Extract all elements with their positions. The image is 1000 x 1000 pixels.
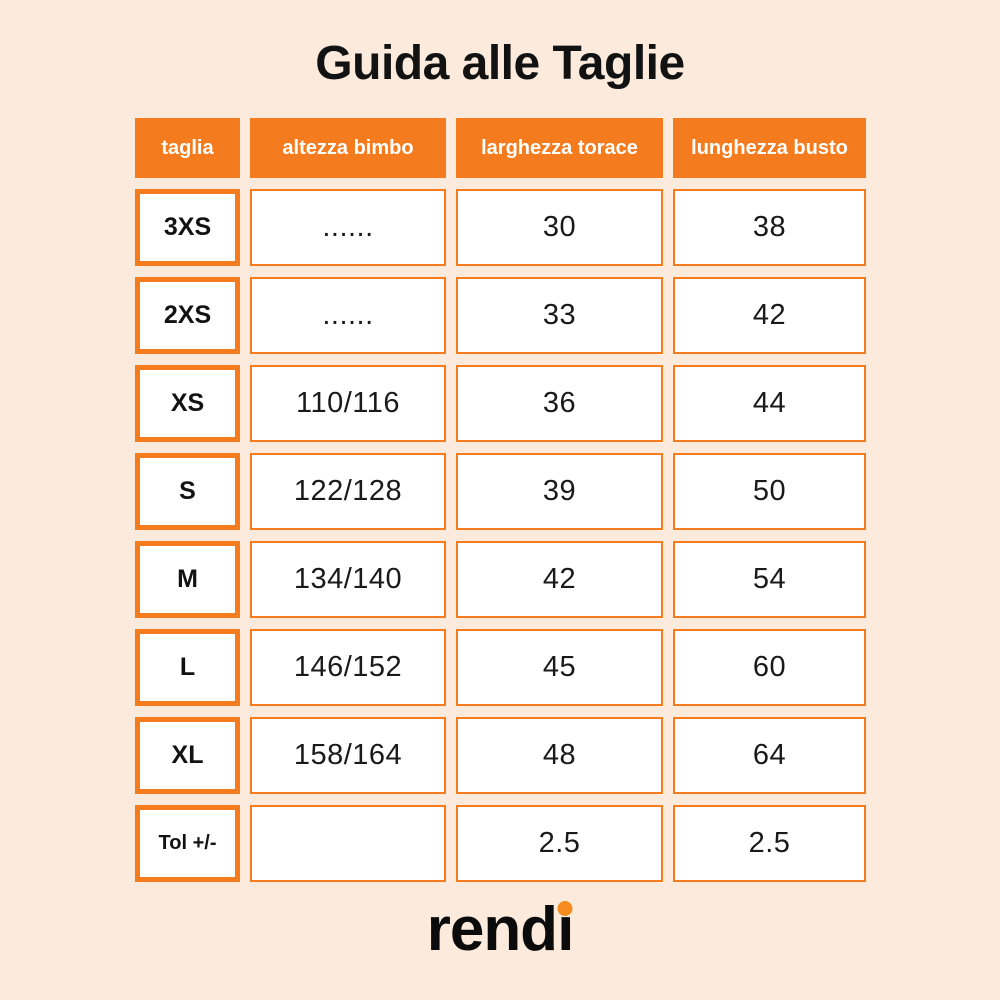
brand-logo: rendı: [0, 894, 1000, 965]
cell-altezza-bimbo: 134/140: [250, 541, 446, 618]
cell-altezza-bimbo: 158/164: [250, 717, 446, 794]
cell-larghezza-torace: 33: [456, 277, 663, 354]
cell-lunghezza-busto: 64: [673, 717, 866, 794]
cell-larghezza-torace: 30: [456, 189, 663, 266]
cell-lunghezza-busto: 60: [673, 629, 866, 706]
column-header-lunghezza-busto: lunghezza busto: [673, 118, 866, 178]
column-header-taglia: taglia: [135, 118, 240, 178]
cell-altezza-bimbo: 122/128: [250, 453, 446, 530]
cell-lunghezza-busto: 42: [673, 277, 866, 354]
cell-larghezza-torace: 2.5: [456, 805, 663, 882]
size-guide-table: taglia altezza bimbo larghezza torace lu…: [135, 118, 866, 882]
row-label-xs: XS: [135, 365, 240, 442]
cell-larghezza-torace: 39: [456, 453, 663, 530]
cell-lunghezza-busto: 2.5: [673, 805, 866, 882]
cell-larghezza-torace: 48: [456, 717, 663, 794]
cell-larghezza-torace: 36: [456, 365, 663, 442]
row-label-tolerance: Tol +/-: [135, 805, 240, 882]
column-header-larghezza-torace: larghezza torace: [456, 118, 663, 178]
brand-logo-letter-i: ı: [557, 895, 574, 964]
cell-altezza-bimbo: ......: [250, 277, 446, 354]
row-label-s: S: [135, 453, 240, 530]
cell-altezza-bimbo: 146/152: [250, 629, 446, 706]
row-label-m: M: [135, 541, 240, 618]
logo-i-dot-icon: [557, 901, 573, 916]
cell-altezza-bimbo: [250, 805, 446, 882]
cell-lunghezza-busto: 54: [673, 541, 866, 618]
cell-lunghezza-busto: 50: [673, 453, 866, 530]
cell-lunghezza-busto: 44: [673, 365, 866, 442]
cell-larghezza-torace: 42: [456, 541, 663, 618]
row-label-3xs: 3XS: [135, 189, 240, 266]
column-header-altezza-bimbo: altezza bimbo: [250, 118, 446, 178]
row-label-l: L: [135, 629, 240, 706]
page-title: Guida alle Taglie: [315, 37, 685, 90]
cell-altezza-bimbo: 110/116: [250, 365, 446, 442]
cell-altezza-bimbo: ......: [250, 189, 446, 266]
row-label-2xs: 2XS: [135, 277, 240, 354]
brand-logo-text: rend: [426, 895, 558, 964]
cell-larghezza-torace: 45: [456, 629, 663, 706]
cell-lunghezza-busto: 38: [673, 189, 866, 266]
row-label-xl: XL: [135, 717, 240, 794]
